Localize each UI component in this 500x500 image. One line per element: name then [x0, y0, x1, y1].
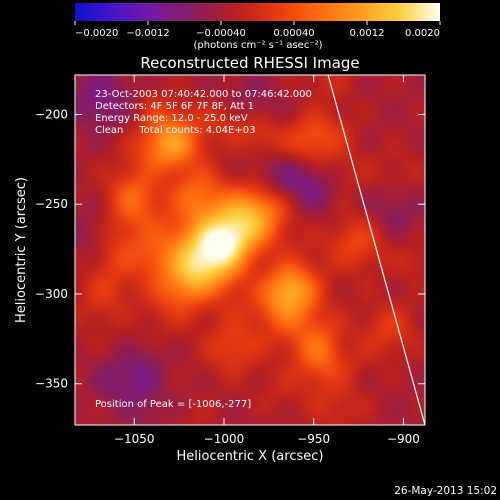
colorbar-unit-label: (photons cm⁻² s⁻¹ asec⁻²)	[193, 40, 322, 51]
colorbar-gradient	[75, 3, 440, 21]
x-tick-label: −1050	[114, 432, 155, 446]
x-tick-label: −1000	[204, 432, 245, 446]
info-clean-counts: Clean Total counts: 4.04E+03	[95, 125, 255, 136]
peak-position-label: Position of Peak = [-1006,-277]	[95, 399, 251, 410]
x-tick-label: −950	[297, 432, 330, 446]
y-tick-labels: −200 −250 −300 −350	[35, 107, 68, 390]
info-annotations: 23-Oct-2003 07:40:42.000 to 07:46:42.000…	[95, 89, 312, 410]
axis-tick-marks	[75, 75, 425, 425]
y-tick-label: −350	[35, 377, 68, 391]
solar-limb-line	[327, 75, 425, 425]
plot-frame	[74, 74, 426, 426]
footer-date: 26-May-2013 15:02	[394, 485, 497, 497]
colorbar-tick-label: −0.00040	[196, 28, 246, 39]
colorbar-ticks: −0.0020 −0.0012 −0.00040 0.00040 0.0012 0.002…	[74, 21, 441, 39]
colorbar: −0.0020 −0.0012 −0.00040 0.00040 0.0012 0.002…	[74, 3, 441, 51]
y-tick-label: −200	[35, 107, 68, 121]
y-tick-label: −250	[35, 197, 68, 211]
y-axis-title: Heliocentric Y (arcsec)	[14, 177, 29, 323]
x-axis-title: Heliocentric X (arcsec)	[177, 449, 324, 464]
info-time-range: 23-Oct-2003 07:40:42.000 to 07:46:42.000	[95, 89, 312, 100]
colorbar-tick-label: 0.0020	[405, 28, 440, 39]
colorbar-tick-label: 0.00040	[273, 28, 314, 39]
info-energy-range: Energy Range: 12.0 - 25.0 keV	[95, 113, 248, 124]
y-tick-label: −300	[35, 287, 68, 301]
x-tick-label: −900	[387, 432, 420, 446]
colorbar-tick-label: 0.0012	[350, 28, 385, 39]
plot-area	[74, 74, 426, 426]
colorbar-tick-label: −0.0020	[75, 28, 118, 39]
heatmap-image	[75, 75, 425, 425]
x-tick-labels: −1050 −1000 −950 −900	[114, 432, 420, 446]
colorbar-tick-label: −0.0012	[126, 28, 169, 39]
plot-title: Reconstructed RHESSI Image	[140, 54, 359, 72]
info-detectors: Detectors: 4F 5F 6F 7F 8F, Att 1	[95, 101, 254, 112]
